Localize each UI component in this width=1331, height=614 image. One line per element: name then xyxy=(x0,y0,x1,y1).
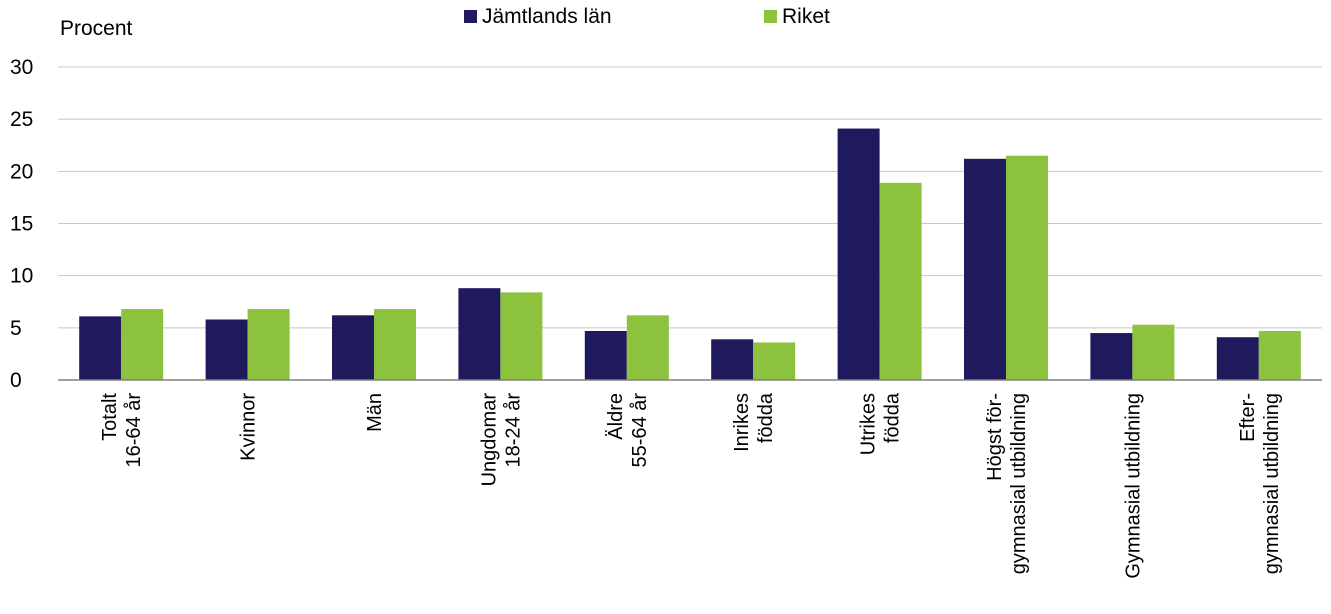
category-label-line: 55-64 år xyxy=(629,393,651,468)
bar-jamtland xyxy=(837,128,880,380)
bar-jamtland xyxy=(458,288,501,380)
legend: Jämtlands län Riket xyxy=(464,5,830,28)
category-label-line: födda xyxy=(755,392,777,443)
bar-jamtland xyxy=(332,315,374,380)
y-tick-label: 20 xyxy=(10,160,33,183)
category-label-line: Högst för- xyxy=(984,393,1006,481)
bar-riket xyxy=(753,342,796,380)
category-label-line: 16-64 år xyxy=(123,393,145,468)
legend-label: Riket xyxy=(782,5,830,28)
bar-riket xyxy=(1006,155,1048,380)
category-label: Totalt 16-64 år xyxy=(99,393,145,468)
category-label: Gymnasial utbildning xyxy=(1122,393,1144,579)
category-label-line: gymnasial utbildning xyxy=(1261,393,1283,574)
bar-riket xyxy=(121,309,164,380)
y-tick-label: 25 xyxy=(10,108,33,131)
category-label-line: Ungdomar xyxy=(478,393,500,487)
y-axis-unit-label: Procent xyxy=(60,17,133,40)
category-label: Efter-gymnasial utbildning xyxy=(1237,393,1283,574)
category-label-line: Inrikes xyxy=(731,393,753,452)
category-label: Äldre 55-64 år xyxy=(605,393,651,468)
category-label-line: Totalt xyxy=(99,393,121,441)
category-label-line: 18-24 år xyxy=(502,393,524,468)
y-tick-label: 10 xyxy=(10,265,33,288)
legend-swatch xyxy=(464,10,477,23)
category-label: Högst för-gymnasial utbildning xyxy=(984,393,1030,574)
category-label: Män xyxy=(364,393,386,432)
bar-riket xyxy=(500,292,543,380)
bar-jamtland xyxy=(79,316,122,380)
category-label: Kvinnor xyxy=(238,393,260,461)
category-label-line: Gymnasial utbildning xyxy=(1122,393,1144,579)
bar-jamtland xyxy=(584,330,627,380)
bar-jamtland xyxy=(1090,333,1133,380)
category-label-line: Kvinnor xyxy=(238,393,260,461)
y-axis-ticks: 0 5 10 15 20 25 30 xyxy=(10,56,33,392)
bar-jamtland xyxy=(1216,337,1259,380)
bar-riket xyxy=(374,309,416,380)
bar-riket xyxy=(1258,330,1301,380)
category-label-line: födda xyxy=(882,392,904,443)
category-label: Inrikes födda xyxy=(731,392,777,452)
legend-item: Jämtlands län xyxy=(464,5,612,28)
y-tick-label: 5 xyxy=(10,317,22,340)
category-labels: Totalt 16-64 år Kvinnor Män Ungdomar 18-24 år… xyxy=(99,392,1283,579)
y-tick-label: 0 xyxy=(10,369,22,392)
y-tick-label: 30 xyxy=(10,56,33,79)
bar-riket xyxy=(626,315,669,380)
legend-item: Riket xyxy=(764,5,830,28)
bar-jamtland xyxy=(205,319,248,380)
category-label-line: Män xyxy=(364,393,386,432)
category-label-line: Efter- xyxy=(1237,393,1259,442)
category-label-line: Äldre xyxy=(605,393,627,440)
gridlines xyxy=(58,66,1322,329)
category-label-line: gymnasial utbildning xyxy=(1008,393,1030,574)
y-tick-label: 15 xyxy=(10,213,33,236)
category-label-line: Utrikes xyxy=(858,393,880,455)
bars xyxy=(79,128,1301,380)
bar-riket xyxy=(1132,324,1175,380)
bar-riket xyxy=(247,309,290,380)
legend-swatch xyxy=(764,10,777,23)
bar-riket xyxy=(879,182,922,380)
category-label: Ungdomar 18-24 år xyxy=(478,393,524,487)
bar-jamtland xyxy=(711,339,754,380)
bar-jamtland xyxy=(964,158,1006,380)
category-label: Utrikes födda xyxy=(858,392,904,455)
legend-label: Jämtlands län xyxy=(482,5,612,28)
